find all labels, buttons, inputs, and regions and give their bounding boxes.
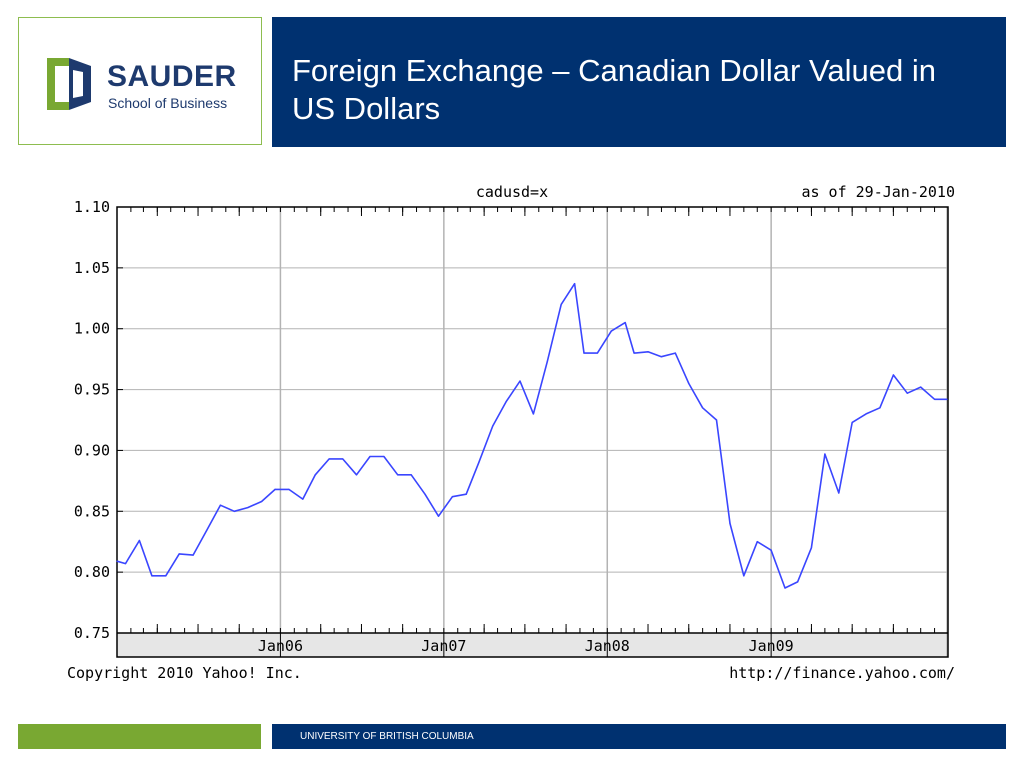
chart-copyright: Copyright 2010 Yahoo! Inc.: [67, 664, 302, 682]
data-point: [274, 488, 276, 490]
data-point: [810, 547, 813, 549]
data-point: [892, 374, 894, 376]
data-point: [596, 352, 599, 354]
logo-box: SAUDER School of Business: [18, 17, 262, 145]
x-tick-label: Jan07: [421, 637, 466, 655]
plot-frame: [116, 206, 949, 658]
grid-layer: [117, 207, 948, 657]
plot-background: [117, 207, 948, 657]
data-point: [205, 530, 208, 532]
data-point: [756, 541, 758, 543]
footer-green-bar: [18, 724, 261, 749]
data-point: [451, 496, 453, 498]
data-point: [342, 458, 344, 460]
data-point: [906, 392, 908, 394]
data-point: [124, 563, 127, 565]
data-point: [933, 398, 936, 400]
y-tick-label: 0.75: [74, 624, 110, 642]
data-point: [116, 560, 118, 562]
footer-university: UNIVERSITY OF BRITISH COLUMBIA: [300, 731, 474, 742]
data-point: [633, 352, 635, 354]
data-point: [688, 382, 690, 385]
data-point: [302, 498, 304, 500]
data-point: [424, 493, 426, 495]
data-point: [770, 549, 772, 551]
data-point: [369, 455, 371, 458]
x-tick-label: Jan09: [749, 637, 794, 655]
data-point: [674, 352, 676, 354]
y-tick-label: 1.05: [74, 259, 110, 277]
data-point: [647, 351, 649, 353]
data-point: [573, 283, 576, 285]
y-tick-label: 0.85: [74, 502, 110, 520]
axis-layer: 1.10 1.05 1.00 0.95 0.90 0.85 0.80 0.75 Jan06 Jan…: [74, 198, 949, 658]
y-tick-label: 1.10: [74, 198, 110, 216]
x-tick-label: Jan06: [258, 637, 303, 655]
data-point: [165, 575, 167, 577]
data-point: [233, 510, 235, 512]
data-point: [492, 425, 494, 427]
data-point: [702, 407, 704, 409]
title-banner: Foreign Exchange – Canadian Dollar Value…: [272, 17, 1006, 147]
data-point: [532, 413, 534, 415]
data-point: [560, 303, 562, 305]
data-point: [178, 553, 180, 555]
data-point: [478, 462, 480, 464]
data-point: [192, 554, 194, 556]
data-point: [946, 398, 948, 400]
data-point: [838, 492, 840, 494]
data-point: [465, 493, 467, 495]
chart-title: cadusd=x: [476, 183, 548, 201]
exchange-rate-chart: 1.10 1.05 1.00 0.95 0.90 0.85 0.80 0.75 Jan06 Jan…: [67, 183, 955, 682]
data-point: [410, 474, 412, 476]
y-tick-label: 0.95: [74, 381, 110, 399]
slide-title: Foreign Exchange – Canadian Dollar Value…: [292, 53, 936, 126]
data-point: [138, 539, 140, 542]
data-point: [355, 474, 358, 476]
data-point: [824, 453, 826, 455]
data-point: [383, 455, 385, 458]
data-point: [729, 522, 731, 525]
data-point: [151, 575, 153, 577]
data-point: [610, 330, 612, 332]
data-point: [328, 458, 330, 460]
data-point: [624, 322, 626, 324]
y-tick-label: 0.90: [74, 441, 110, 459]
data-point: [865, 413, 867, 415]
data-point: [583, 352, 585, 354]
data-point: [715, 419, 718, 421]
y-tick-label: 0.80: [74, 563, 110, 581]
data-point: [314, 474, 316, 476]
data-point: [261, 500, 263, 503]
data-point: [219, 504, 222, 506]
data-point: [784, 587, 786, 589]
y-tick-label: 1.00: [74, 320, 110, 338]
x-tick-label: Jan08: [585, 637, 630, 655]
data-point: [288, 488, 290, 490]
data-point: [247, 507, 249, 509]
sauder-logo-icon: [47, 58, 91, 110]
chart-subtitle: as of 29-Jan-2010: [801, 183, 955, 201]
data-point: [879, 407, 881, 409]
data-point: [546, 360, 548, 363]
data-point: [920, 386, 922, 388]
data-point: [796, 581, 799, 583]
data-point: [505, 401, 507, 403]
data-point: [660, 356, 663, 358]
data-point: [743, 575, 745, 577]
data-point: [437, 515, 440, 517]
x-axis-strip: [117, 633, 948, 657]
data-point: [519, 380, 521, 382]
chart-source-url: http://finance.yahoo.com/: [729, 664, 955, 682]
data-point: [851, 421, 853, 424]
logo-subtitle: School of Business: [108, 95, 228, 111]
data-point: [397, 474, 399, 476]
logo-wordmark: SAUDER: [107, 60, 237, 93]
footer-blue-bar: UNIVERSITY OF BRITISH COLUMBIA: [272, 724, 1006, 749]
series-layer: [116, 282, 948, 589]
